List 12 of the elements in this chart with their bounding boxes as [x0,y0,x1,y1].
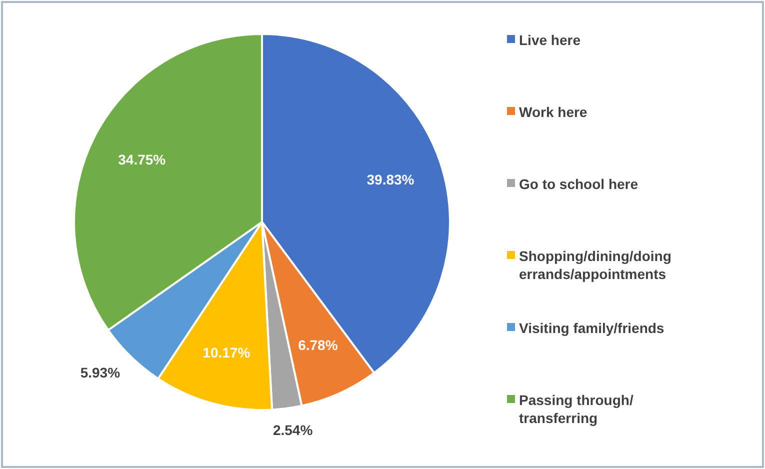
data-label: 6.78% [298,337,338,354]
data-label: 39.83% [366,171,415,188]
legend-label: Live here [519,32,581,48]
legend-label: Passing through/transferring [519,392,634,426]
legend-label: Visiting family/friends [519,320,664,336]
data-label: 10.17% [202,344,251,360]
legend-label: Shopping/dining/doing errands/appointments [519,248,672,282]
legend-label: Work here [519,104,588,120]
data-label: 2.54% [272,422,314,438]
data-label: 5.93% [80,364,121,380]
legend-label: Go to school here [519,176,638,192]
data-label: 34.75% [118,152,166,168]
